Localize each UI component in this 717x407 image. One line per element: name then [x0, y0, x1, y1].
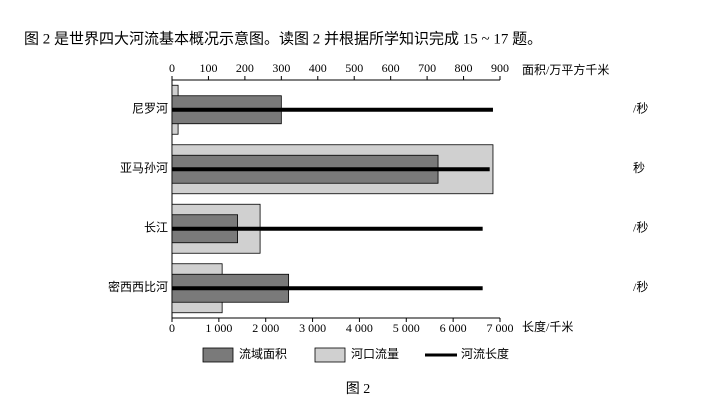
x2-tick-label: 900 — [491, 61, 509, 75]
length-line — [172, 167, 490, 172]
category-label: 尼罗河 — [132, 102, 168, 116]
legend-label: 流域面积 — [239, 347, 287, 361]
side-label: /秒 — [633, 280, 648, 294]
category-label: 亚马孙河 — [120, 161, 168, 175]
side-label: /秒 — [633, 102, 648, 116]
legend-label: 河流长度 — [461, 346, 509, 361]
x2-tick-label: 100 — [199, 61, 217, 75]
x-tick-label: 6 000 — [440, 321, 467, 335]
side-label: /秒 — [633, 221, 648, 235]
x-tick-label: 0 — [169, 321, 175, 335]
x-tick-label: 2 000 — [252, 321, 279, 335]
x2-tick-label: 200 — [236, 61, 254, 75]
x2-tick-label: 600 — [382, 61, 400, 75]
legend-label: 河口流量 — [351, 347, 399, 361]
legend-swatch — [425, 353, 457, 357]
x2-tick-label: 0 — [169, 61, 175, 75]
x2-tick-label: 500 — [345, 61, 363, 75]
heading: 图 2 是世界四大河流基本概况示意图。读图 2 并根据所学知识完成 15 ~ 1… — [24, 29, 542, 47]
x-tick-label: 5 000 — [393, 321, 420, 335]
caption: 图 2 — [346, 382, 371, 397]
x-tick-label: 7 000 — [487, 321, 514, 335]
category-label: 长江 — [144, 221, 168, 235]
legend-swatch — [202, 347, 234, 363]
x2-tick-label: 800 — [455, 61, 473, 75]
x-tick-label: 3 000 — [299, 321, 326, 335]
x2-tick-label: 700 — [418, 61, 436, 75]
x2-tick-label: 300 — [272, 61, 290, 75]
x-axis-label: 长度/千米 — [522, 319, 573, 334]
length-line — [172, 226, 483, 231]
category-label: 密西西比河 — [108, 279, 168, 294]
x-tick-label: 1 000 — [205, 321, 232, 335]
x2-axis-label: 面积/万平方千米 — [522, 62, 609, 77]
x2-tick-label: 400 — [309, 61, 327, 75]
length-line — [172, 107, 493, 112]
x-tick-label: 4 000 — [346, 321, 373, 335]
side-label: 秒 — [633, 161, 645, 175]
length-line — [172, 286, 483, 291]
legend-swatch — [314, 347, 346, 363]
